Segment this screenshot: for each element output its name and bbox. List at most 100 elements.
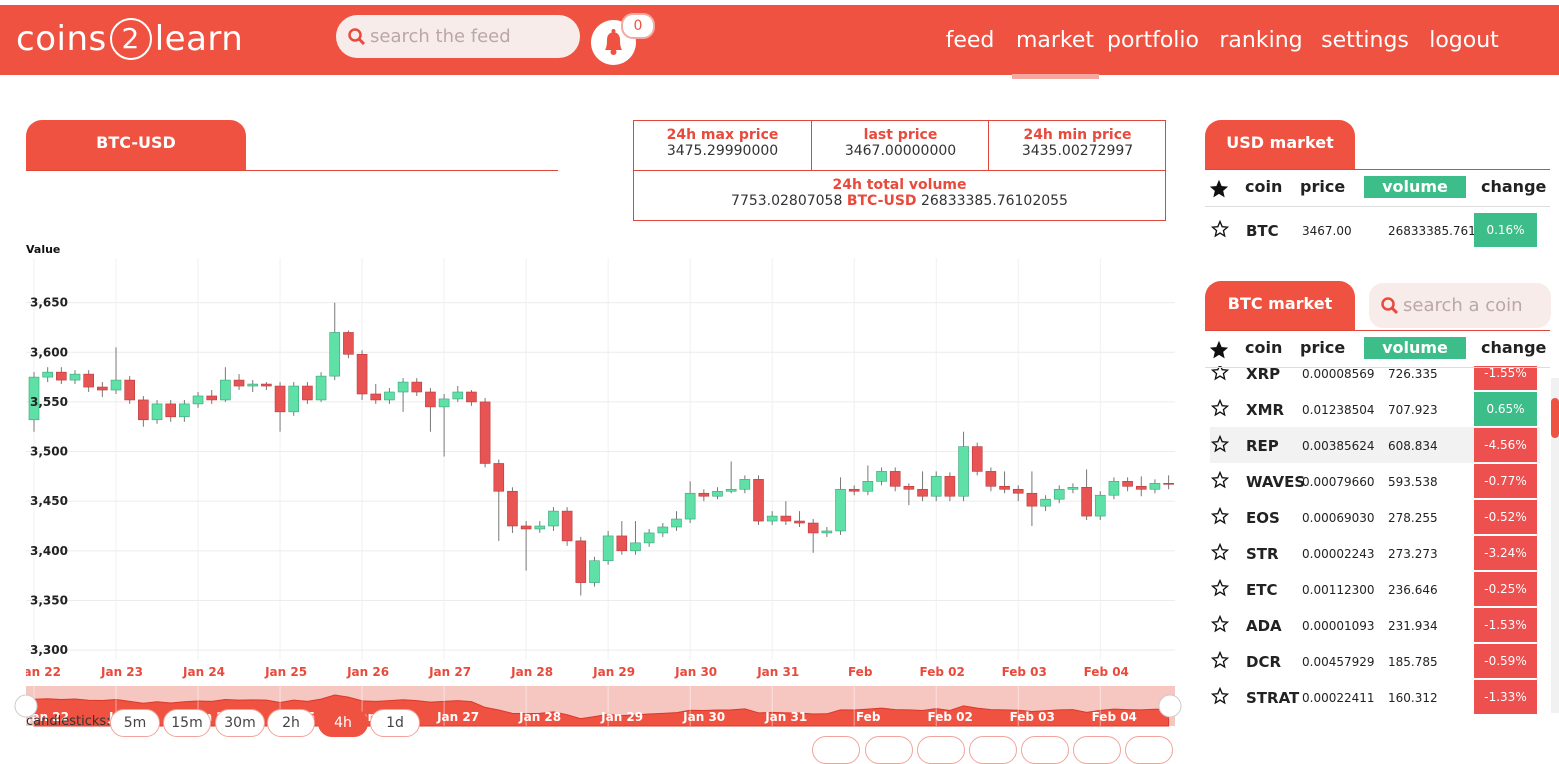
candle-body <box>69 373 81 381</box>
x-tick-label: Jan 30 <box>674 665 717 679</box>
navigator-label: Jan 22 <box>26 710 69 724</box>
star-icon[interactable] <box>1209 340 1229 359</box>
star-icon[interactable] <box>1210 542 1230 561</box>
cell-vol: 273.273 <box>1388 547 1438 561</box>
column-header[interactable]: volume <box>1364 337 1466 359</box>
market-row[interactable]: ETC 0.00112300 236.646 -0.25% <box>1210 571 1540 607</box>
x-tick-label: Jan 25 <box>264 665 307 679</box>
column-header[interactable]: coin <box>1245 177 1283 196</box>
candle-body <box>233 379 245 387</box>
candle-body <box>1012 488 1024 494</box>
column-header[interactable]: change <box>1481 338 1547 357</box>
star-icon[interactable] <box>1210 686 1230 705</box>
x-tick-label: Jan 28 <box>510 665 553 679</box>
feed-search[interactable]: search the feed <box>336 15 580 58</box>
candle-body <box>630 542 641 552</box>
column-header[interactable]: volume <box>1364 176 1466 198</box>
scrollbar[interactable] <box>1551 378 1559 713</box>
volume-quote: 26833385.76102055 <box>920 193 1068 209</box>
candle-body <box>261 383 272 387</box>
cell-coin: ADA <box>1246 617 1282 635</box>
star-icon[interactable] <box>1209 179 1229 198</box>
interval-button[interactable]: 1d <box>370 709 420 737</box>
star-icon[interactable] <box>1210 650 1230 669</box>
candle-body <box>794 520 805 524</box>
candle-body <box>753 479 764 522</box>
star-icon[interactable] <box>1210 614 1230 633</box>
change-badge: 0.16% <box>1474 213 1537 247</box>
star-icon[interactable] <box>1210 506 1230 525</box>
coin-search[interactable]: search a coin <box>1369 283 1551 328</box>
interval-button[interactable]: 2h <box>267 709 315 737</box>
pair-tab[interactable]: BTC-USD <box>26 120 246 170</box>
market-row[interactable]: STRAT 0.00022411 160.312 -1.33% <box>1210 679 1540 715</box>
cell-price: 0.00002243 <box>1302 547 1375 561</box>
star-icon[interactable] <box>1210 434 1230 453</box>
interval-button[interactable]: 15m <box>163 709 211 737</box>
star-icon[interactable] <box>1210 219 1230 238</box>
star-icon[interactable] <box>1210 366 1230 381</box>
x-tick-label: Feb 04 <box>1084 665 1129 679</box>
star-icon[interactable] <box>1210 398 1230 417</box>
cell-price: 0.00112300 <box>1302 583 1375 597</box>
candle-body <box>1053 488 1065 500</box>
nav-link[interactable]: feed <box>945 28 995 53</box>
cell-coin: XMR <box>1246 401 1285 419</box>
page-button[interactable] <box>1021 736 1069 764</box>
search-icon <box>1381 297 1399 315</box>
nav-link[interactable]: settings <box>1321 28 1409 53</box>
page-button[interactable] <box>1125 736 1173 764</box>
search-placeholder: search the feed <box>370 26 511 47</box>
y-tick-label: 3,500 <box>30 445 68 459</box>
y-tick-label: 3,300 <box>30 643 68 657</box>
btc-market-tab[interactable]: BTC market <box>1205 281 1355 330</box>
market-row[interactable]: BTC 3467.00 26833385.761 0.16% <box>1210 212 1540 248</box>
cell-price: 0.00457929 <box>1302 655 1375 669</box>
candle-body <box>507 490 518 527</box>
market-row[interactable]: DCR 0.00457929 185.785 -0.59% <box>1210 643 1540 679</box>
logo[interactable]: coins 2 learn <box>16 18 243 60</box>
interval-button[interactable]: 4h <box>318 709 368 737</box>
column-header[interactable]: price <box>1300 338 1346 357</box>
candle-body <box>616 535 628 552</box>
cell-price: 3467.00 <box>1302 224 1352 238</box>
column-header[interactable]: price <box>1300 177 1346 196</box>
market-row[interactable]: EOS 0.00069030 278.255 -0.52% <box>1210 499 1540 535</box>
change-badge: -0.52% <box>1474 500 1537 534</box>
candle-body <box>192 395 204 405</box>
page-button[interactable] <box>917 736 965 764</box>
column-header[interactable]: change <box>1481 177 1547 196</box>
interval-button[interactable]: 5m <box>110 709 160 737</box>
market-row[interactable]: XRP 0.00008569 726.335 -1.55% <box>1210 366 1540 391</box>
market-row[interactable]: ADA 0.00001093 231.934 -1.53% <box>1210 607 1540 643</box>
market-row[interactable]: WAVES 0.00079660 593.538 -0.77% <box>1210 463 1540 499</box>
x-tick-label: Jan 23 <box>100 665 143 679</box>
interval-button[interactable]: 30m <box>215 709 265 737</box>
star-icon[interactable] <box>1210 578 1230 597</box>
candle-body <box>657 526 669 534</box>
navigator-label: Feb 02 <box>928 710 973 724</box>
candle-body <box>862 481 874 492</box>
nav-link[interactable]: ranking <box>1219 28 1303 53</box>
market-row[interactable]: REP 0.00385624 608.834 -4.56% <box>1210 427 1540 463</box>
cell-coin: REP <box>1246 437 1279 455</box>
column-header[interactable]: coin <box>1245 338 1283 357</box>
stat-label: 24h max price <box>666 127 779 143</box>
page-button[interactable] <box>969 736 1017 764</box>
scroll-thumb[interactable] <box>1551 398 1559 438</box>
candle-body <box>1122 481 1133 487</box>
candle-body <box>821 530 833 534</box>
page-button[interactable] <box>865 736 913 764</box>
star-icon[interactable] <box>1210 470 1230 489</box>
nav-link[interactable]: market <box>1015 28 1095 53</box>
page-button[interactable] <box>812 736 860 764</box>
market-row[interactable]: STR 0.00002243 273.273 -3.24% <box>1210 535 1540 571</box>
market-row[interactable]: XMR 0.01238504 707.923 0.65% <box>1210 391 1540 427</box>
x-tick-label: Feb 03 <box>1002 665 1047 679</box>
navigator-label: Jan 30 <box>682 710 725 724</box>
cell-vol: 707.923 <box>1388 403 1438 417</box>
nav-link[interactable]: portfolio <box>1107 28 1199 53</box>
usd-market-tab[interactable]: USD market <box>1205 120 1355 169</box>
nav-link[interactable]: logout <box>1429 28 1499 53</box>
page-button[interactable] <box>1073 736 1121 764</box>
